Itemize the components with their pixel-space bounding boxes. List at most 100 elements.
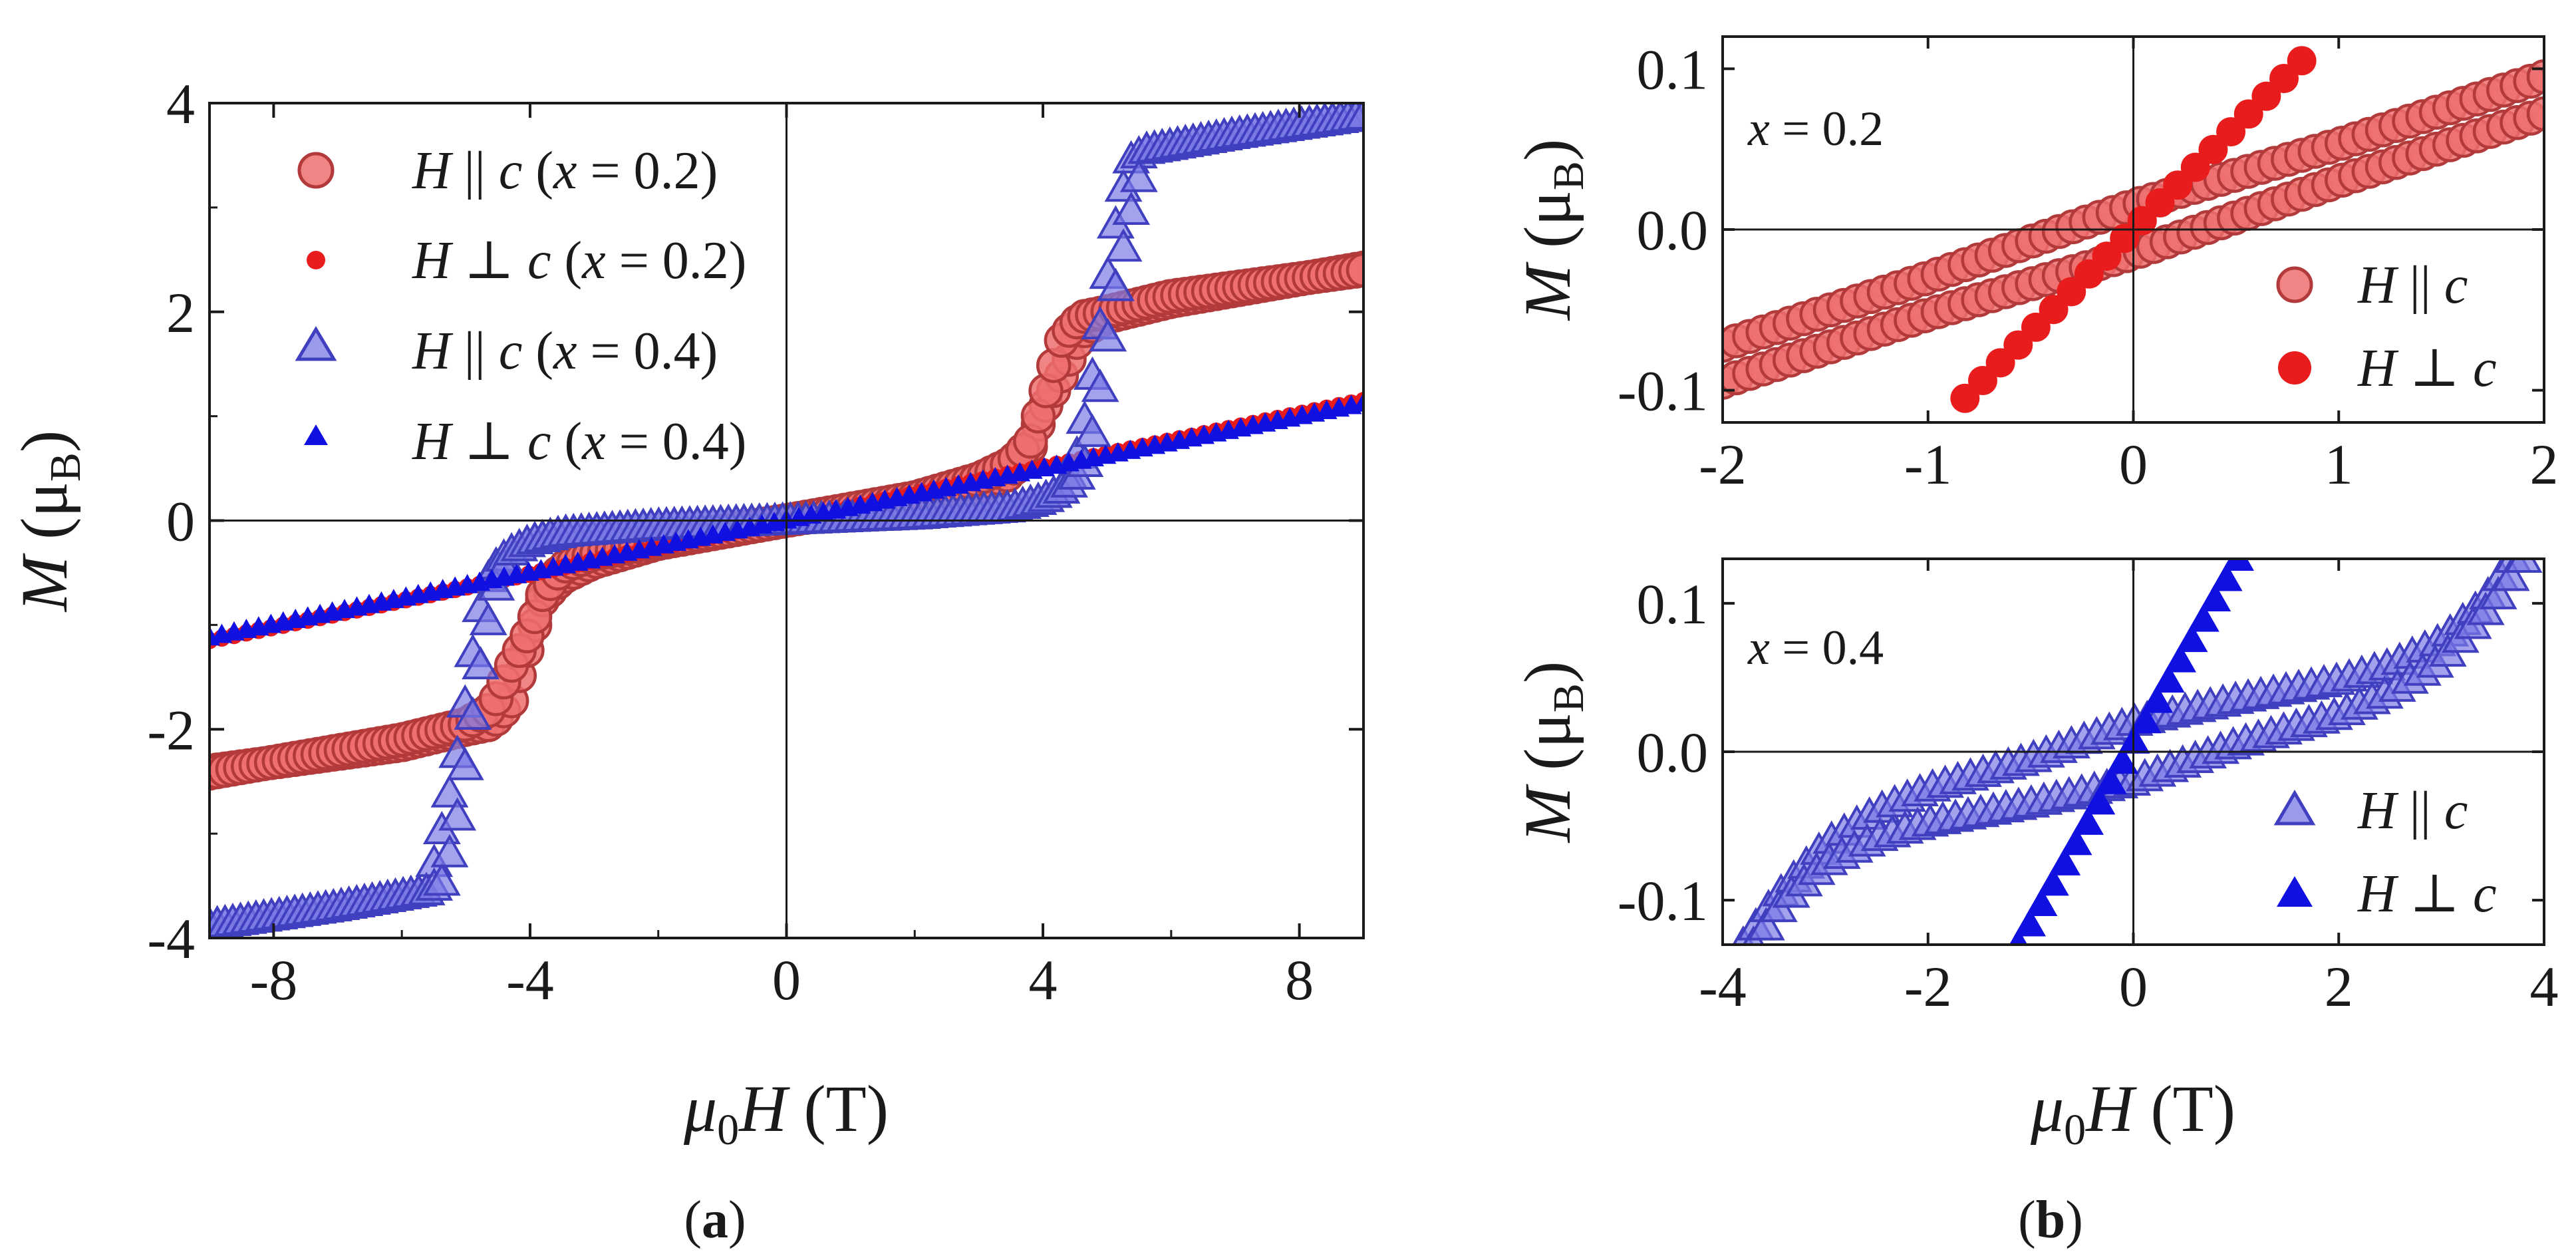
data-point [1096,267,1135,301]
panel-b-bottom-data-marks [1732,559,2543,945]
data-point [2504,559,2543,573]
panel-b-top-tick-labels: -2 -1 0 1 2 -0.1 0.0 0.1 [1618,37,2559,496]
x-tick-label: 0 [772,948,801,1012]
data-point [2152,665,2185,693]
legend-label-3: H || c (x = 0.4) [412,322,718,381]
data-point [2074,259,2104,289]
data-point [2287,46,2317,76]
data-point [2127,206,2157,236]
y-tick-label: 0.1 [1637,37,1709,101]
panel-b-top-annotation: x = 0.2 [1747,102,1884,156]
data-point [2021,312,2051,342]
data-point [2057,277,2086,307]
data-point [2009,929,2028,945]
data-point [2106,746,2139,774]
panel-b-top-data-marks [1723,46,2544,413]
legend-label-2: H ⊥ c (x = 0.2) [412,232,746,290]
data-point [2176,624,2208,653]
panel-b-bottom-legend-label-1: H || c [2357,782,2468,840]
data-point [430,834,469,867]
panel-b-bottom-zero-lines [1723,559,2544,945]
data-point [2141,685,2174,713]
panel-b-x-axis-label: μ0H (T) [2030,1072,2235,1154]
panel-b-caption: (b) [2018,1191,2083,1249]
data-point [2110,224,2140,253]
data-point [438,797,477,831]
data-point [2003,330,2033,360]
x-tick-label: -4 [1699,955,1747,1019]
data-point [2092,241,2122,271]
x-tick-label: -8 [250,948,298,1012]
data-point [2071,806,2104,835]
data-point [2060,827,2092,856]
y-tick-label: 0.1 [1637,572,1709,636]
data-point [2187,603,2219,632]
x-tick-label: 0 [2119,432,2148,496]
panel-a-legend: H || c (x = 0.2) H ⊥ c (x = 0.2) H || c … [295,142,746,471]
panel-b-top-plot: -2 -1 0 1 2 -0.1 0.0 0.1 x = 0.2 M (μB) H || c … [1510,35,2559,496]
data-point [1344,103,1363,130]
data-point [2094,766,2127,794]
data-point [2049,847,2081,875]
data-point [1089,318,1127,352]
data-point [2180,152,2210,182]
x-tick-label: -2 [1904,955,1952,1019]
data-point [2129,705,2162,734]
y-tick-label: -0.1 [1618,869,1708,933]
panel-b-bottom-plot: -4 -2 0 2 4 -0.1 0.0 0.1 x = 0.4 M (μB) μ0H (T)… [1510,557,2559,1249]
panel-b-bottom-legend: H || c H ⊥ c [2273,782,2497,923]
data-point [2198,134,2228,164]
data-point [462,646,500,680]
data-point [1112,191,1151,226]
y-tick-label: 0.0 [1637,720,1709,784]
panel-a-x-axis-label: μ0H (T) [683,1072,889,1154]
data-point [2479,575,2517,609]
data-point [2164,644,2197,673]
x-tick-label: -4 [506,948,554,1012]
data-point [2025,887,2058,916]
series-3 [210,392,1363,646]
y-tick-label: -0.1 [1618,359,1708,423]
data-point [1073,413,1111,447]
panel-b-top-legend-label-2: H ⊥ c [2357,339,2497,398]
panel-b-bottom-y-axis-label: M (μB) [1510,661,1593,844]
data-point [2216,117,2246,147]
data-point [2526,96,2544,132]
panel-a-tick-labels: -8 -4 0 4 8 -4 -2 0 2 4 [147,72,1314,1012]
panel-a-y-axis-label: M (μB) [7,430,90,613]
data-point [2269,63,2299,93]
legend-label-1: H || c (x = 0.2) [412,142,718,200]
data-point [1747,907,1785,941]
legend-marker-triangle-small [304,424,328,445]
data-point [446,746,484,780]
data-point [2210,563,2243,591]
legend-marker-circle-large [2276,266,2313,303]
panel-a-ticks [210,102,1363,939]
legend-marker-triangle-solid [2277,876,2313,907]
data-point [1950,383,1980,413]
legend-marker-triangle-large [2273,790,2316,826]
panel-a-data-marks [210,103,1363,938]
y-tick-label: -2 [147,698,195,762]
legend-marker-circle-solid [2278,351,2311,385]
data-point [2145,188,2175,218]
data-point [1346,252,1363,288]
panel-b-bottom-tick-labels: -4 -2 0 2 4 -0.1 0.0 0.1 [1618,572,2559,1019]
x-tick-label: 2 [2530,432,2559,496]
x-tick-label: 8 [1285,948,1314,1012]
y-tick-label: 0 [166,490,195,553]
data-point [2233,99,2263,129]
y-tick-label: 4 [166,72,195,136]
panel-a-magnetization-plot: -8 -4 0 4 8 -4 -2 0 2 4 μ0H (T) M (μB) H || c (x … [7,72,1365,1249]
series-1 [1950,46,2317,413]
data-point [1967,366,1997,396]
y-tick-label: -4 [147,907,195,971]
panel-b-top-legend-label-1: H || c [2357,256,2468,315]
data-point [2037,867,2069,896]
data-point [2251,81,2281,111]
x-tick-label: -1 [1904,432,1952,496]
data-point [2199,583,2231,612]
legend-marker-circle-large [297,152,335,189]
data-point [469,601,507,635]
x-tick-label: 4 [1029,948,1058,1012]
